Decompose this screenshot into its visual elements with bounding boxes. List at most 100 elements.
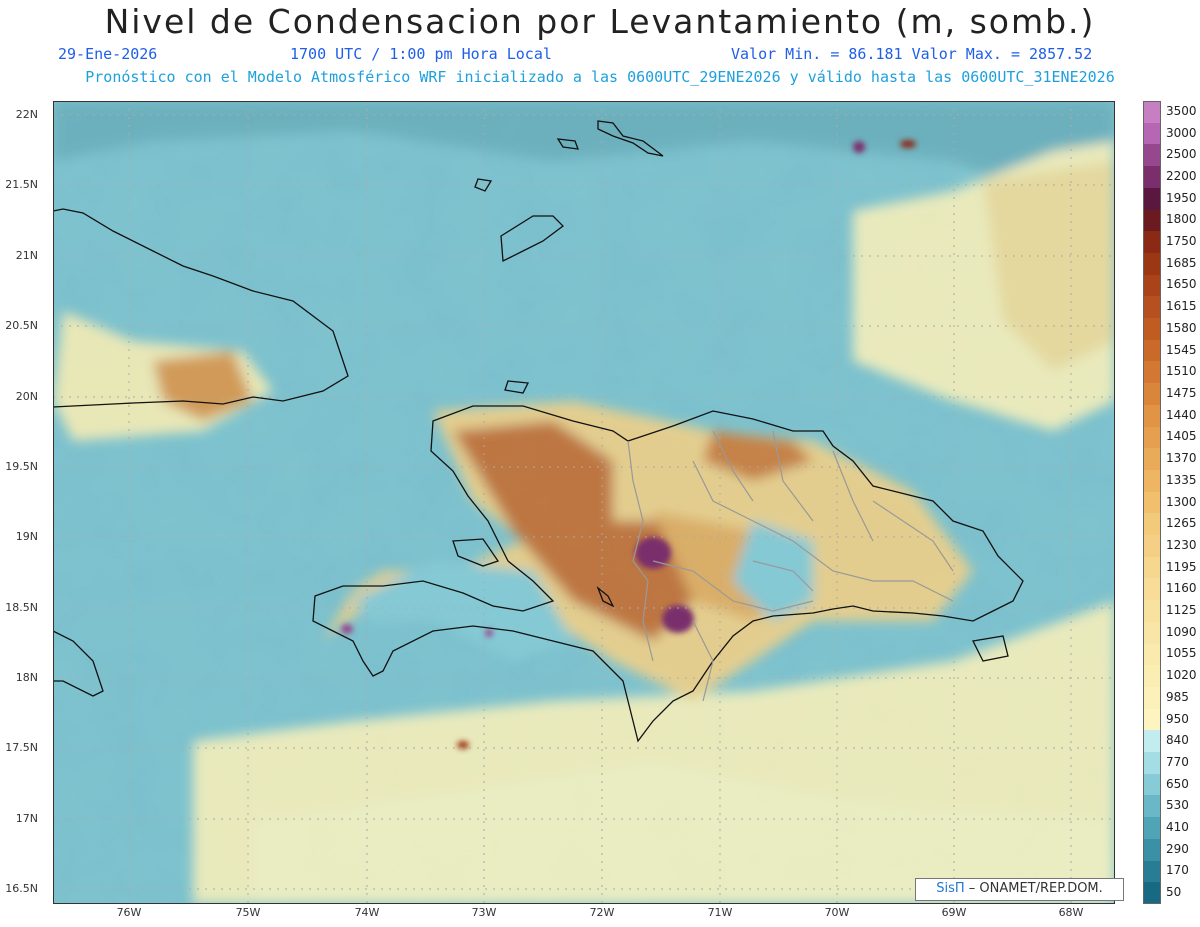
colorbar-label: 1580 xyxy=(1166,320,1197,335)
lon-label: 74W xyxy=(354,906,380,919)
colorbar-swatch xyxy=(1143,556,1161,579)
colorbar-label: 1370 xyxy=(1166,451,1197,466)
colorbar-label: 1160 xyxy=(1166,581,1197,596)
colorbar-swatch xyxy=(1143,600,1161,623)
lat-label: 19N xyxy=(15,530,38,543)
model-note: Pronóstico con el Modelo Atmosférico WRF… xyxy=(85,68,1115,86)
colorbar-label: 1300 xyxy=(1166,494,1197,509)
colorbar-swatch xyxy=(1143,101,1161,124)
colorbar-swatch xyxy=(1143,426,1161,449)
value-min-max: Valor Min. = 86.181 Valor Max. = 2857.52 xyxy=(731,45,1093,63)
map-title: Nivel de Condensacion por Levantamiento … xyxy=(104,2,1096,41)
colorbar-swatch xyxy=(1143,773,1161,796)
lon-label: 76W xyxy=(116,906,142,919)
colorbar-label: 530 xyxy=(1166,798,1189,813)
colorbar-label: 1475 xyxy=(1166,385,1197,400)
colorbar-label: 290 xyxy=(1166,841,1189,856)
colorbar-swatch xyxy=(1143,448,1161,471)
lcl-shading xyxy=(53,101,1115,904)
colorbar-swatch xyxy=(1143,209,1161,232)
colorbar-label: 1800 xyxy=(1166,212,1197,227)
colorbar-swatch xyxy=(1143,795,1161,818)
colorbar-swatch xyxy=(1143,166,1161,189)
lat-label: 18N xyxy=(15,671,38,684)
colorbar-swatch xyxy=(1143,882,1161,905)
forecast-date: 29-Ene-2026 xyxy=(58,45,158,63)
colorbar-label: 1125 xyxy=(1166,603,1197,617)
colorbar-label: 950 xyxy=(1166,711,1189,726)
colorbar-label: 1265 xyxy=(1166,516,1197,531)
colorbar-swatch xyxy=(1143,252,1161,276)
colorbar-swatch xyxy=(1143,318,1161,341)
lon-label: 73W xyxy=(471,906,497,919)
lon-label: 72W xyxy=(589,906,615,919)
colorbar-label: 1405 xyxy=(1166,429,1197,444)
colorbar-swatch xyxy=(1143,339,1161,362)
colorbar-swatch xyxy=(1143,122,1161,145)
colorbar-label: 1090 xyxy=(1166,624,1197,639)
colorbar-label: 2500 xyxy=(1166,147,1197,162)
colorbar-swatch xyxy=(1143,404,1161,428)
credit-box: SisΠ – ONAMET/REP.DOM. xyxy=(915,878,1124,901)
colorbar-label: 770 xyxy=(1166,754,1189,769)
forecast-time: 1700 UTC / 1:00 pm Hora Local xyxy=(290,45,552,63)
colorbar-label: 985 xyxy=(1166,689,1189,704)
colorbar-swatch xyxy=(1143,296,1161,319)
colorbar-frame xyxy=(1143,101,1161,904)
colorbar-label: 1685 xyxy=(1166,255,1197,270)
lat-label: 21.5N xyxy=(5,178,38,191)
colorbar-swatch xyxy=(1143,752,1161,775)
colorbar-swatch xyxy=(1143,535,1161,558)
colorbar-swatch xyxy=(1143,860,1161,883)
colorbar-swatch xyxy=(1143,274,1161,297)
colorbar-label: 1195 xyxy=(1166,559,1197,574)
colorbar-label: 50 xyxy=(1166,885,1182,900)
colorbar-label: 2200 xyxy=(1166,168,1197,183)
colorbar-swatch xyxy=(1143,383,1161,406)
colorbar-label: 1750 xyxy=(1166,234,1197,249)
colorbar-label: 1055 xyxy=(1166,646,1197,661)
colorbar-label: 650 xyxy=(1166,776,1189,791)
colorbar-swatch xyxy=(1143,469,1161,493)
lat-label: 18.5N xyxy=(5,601,38,614)
colorbar-label: 1510 xyxy=(1166,364,1197,379)
lat-label: 21N xyxy=(15,249,38,262)
graticule xyxy=(53,101,1115,904)
lon-label: 75W xyxy=(235,906,261,919)
lon-label: 70W xyxy=(824,906,850,919)
colorbar-swatch xyxy=(1143,686,1161,710)
coastlines xyxy=(53,120,1024,743)
colorbar-swatch xyxy=(1143,665,1161,688)
lat-label: 19.5N xyxy=(5,460,38,473)
colorbar-label: 1020 xyxy=(1166,668,1197,683)
lon-label: 69W xyxy=(941,906,967,919)
colorbar-swatch xyxy=(1143,231,1161,254)
colorbar-swatch xyxy=(1143,361,1161,384)
colorbar-label: 1230 xyxy=(1166,537,1197,552)
lat-label: 17.5N xyxy=(5,741,38,754)
credit-text: – ONAMET/REP.DOM. xyxy=(968,881,1103,896)
colorbar-label: 1650 xyxy=(1166,277,1197,292)
colorbar-swatch xyxy=(1143,708,1161,731)
colorbar-label: 1335 xyxy=(1166,472,1197,487)
colorbar-swatch xyxy=(1143,144,1161,167)
province-borders xyxy=(627,430,954,702)
colorbar-label: 3000 xyxy=(1166,125,1197,140)
lcl-map xyxy=(53,101,1115,904)
colorbar-label: 1545 xyxy=(1166,342,1197,357)
colorbar-label: 170 xyxy=(1166,863,1189,878)
lon-label: 71W xyxy=(707,906,733,919)
colorbar-label: 410 xyxy=(1166,820,1189,835)
colorbar-label: 3500 xyxy=(1166,103,1197,118)
colorbar-swatch xyxy=(1143,643,1161,666)
colorbar-label: 1615 xyxy=(1166,299,1197,314)
colorbar-label: 840 xyxy=(1166,733,1189,748)
colorbar-swatch xyxy=(1143,187,1161,210)
colorbar-swatch xyxy=(1143,621,1161,645)
lat-label: 20.5N xyxy=(5,319,38,332)
colorbar-swatch xyxy=(1143,491,1161,514)
colorbar-label: 1950 xyxy=(1166,190,1197,205)
lat-label: 17N xyxy=(15,812,38,825)
map-frame xyxy=(53,101,1115,904)
colorbar-swatch xyxy=(1143,838,1161,862)
